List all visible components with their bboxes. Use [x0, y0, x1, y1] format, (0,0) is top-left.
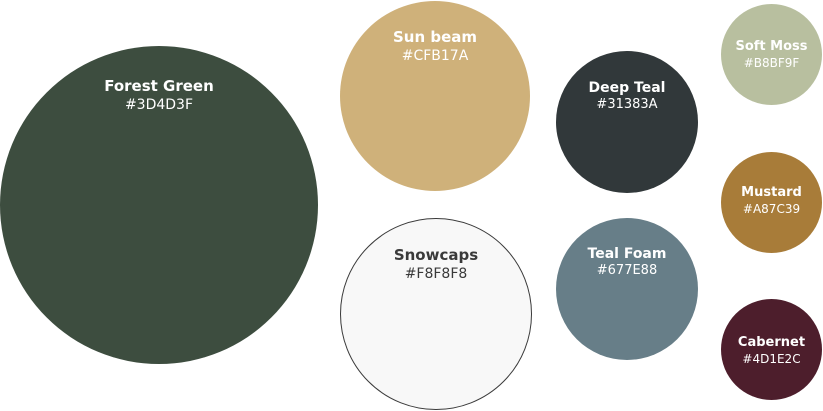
swatch-name: Forest Green — [104, 77, 214, 95]
swatch-label: Deep Teal #31383A — [556, 80, 698, 113]
swatch-forest-green: Forest Green #3D4D3F — [0, 46, 318, 364]
swatch-hex: #F8F8F8 — [404, 266, 468, 283]
swatch-hex: #B8BF9F — [743, 55, 800, 70]
swatch-hex: #A87C39 — [742, 201, 801, 216]
swatch-name: Cabernet — [737, 335, 806, 350]
swatch-label: Forest Green #3D4D3F — [0, 77, 318, 114]
swatch-label: Sun beam #CFB17A — [340, 28, 530, 65]
swatch-hex: #CFB17A — [401, 48, 469, 65]
swatch-mustard: Mustard #A87C39 — [721, 152, 822, 253]
swatch-cabernet: Cabernet #4D1E2C — [721, 299, 822, 400]
swatch-hex: #31383A — [596, 97, 658, 113]
swatch-label: Mustard #A87C39 — [721, 185, 822, 217]
swatch-label: Cabernet #4D1E2C — [721, 335, 822, 367]
swatch-name: Deep Teal — [588, 80, 666, 96]
swatch-hex: #3D4D3F — [124, 97, 194, 114]
swatch-soft-moss: Soft Moss #B8BF9F — [721, 4, 822, 105]
swatch-hex: #677E88 — [596, 263, 658, 279]
swatch-label: Teal Foam #677E88 — [556, 246, 698, 279]
swatch-snowcaps: Snowcaps #F8F8F8 — [340, 218, 532, 410]
swatch-label: Soft Moss #B8BF9F — [721, 39, 822, 71]
swatch-label: Snowcaps #F8F8F8 — [341, 246, 531, 283]
swatch-sun-beam: Sun beam #CFB17A — [340, 1, 530, 191]
swatch-deep-teal: Deep Teal #31383A — [556, 51, 698, 193]
swatch-name: Teal Foam — [587, 246, 667, 262]
swatch-name: Snowcaps — [393, 246, 479, 264]
swatch-hex: #4D1E2C — [742, 351, 801, 366]
swatch-teal-foam: Teal Foam #677E88 — [556, 218, 698, 360]
swatch-name: Soft Moss — [735, 39, 808, 54]
swatch-name: Mustard — [741, 185, 802, 200]
swatch-name: Sun beam — [392, 28, 478, 46]
